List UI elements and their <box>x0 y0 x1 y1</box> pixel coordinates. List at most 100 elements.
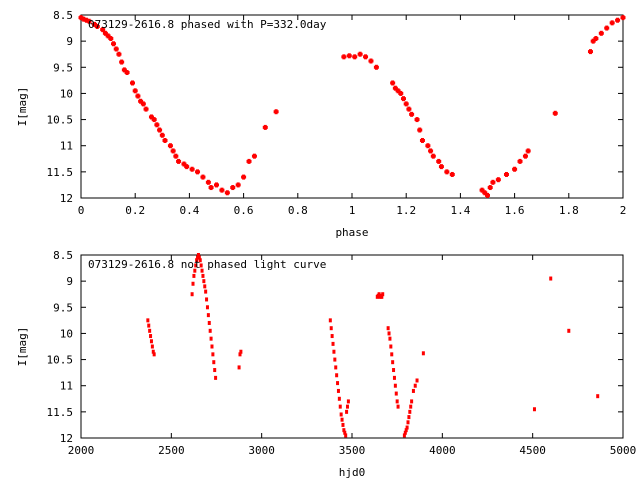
unphased-data-point <box>342 428 346 433</box>
phased-data-point <box>246 158 252 164</box>
unphased-x-tick-label: 2500 <box>158 444 185 457</box>
phased-data-point <box>83 17 89 23</box>
phased-data-point <box>200 174 206 180</box>
unphased-data-point <box>338 404 342 409</box>
unphased-data-point <box>387 331 391 336</box>
phased-x-tick-label: 1.8 <box>559 204 579 217</box>
phased-data-point <box>184 164 190 170</box>
unphased-data-point <box>150 344 154 349</box>
unphased-data-point <box>377 292 381 297</box>
phased-data-point <box>436 158 442 164</box>
unphased-data-point <box>202 279 206 284</box>
phased-data-point <box>430 153 436 159</box>
unphased-plot-frame <box>80 254 624 439</box>
phased-data-point <box>363 54 369 60</box>
phased-data-point <box>417 127 423 133</box>
phased-y-tick-label: 10.5 <box>47 114 74 127</box>
phased-data-point <box>357 51 363 57</box>
phased-data-point <box>224 190 230 196</box>
phased-data-point <box>214 182 219 188</box>
unphased-data-point <box>406 420 410 425</box>
phased-x-tick-label: 0.6 <box>234 204 254 217</box>
phased-data-point <box>230 185 236 191</box>
unphased-y-tick-label: 10 <box>60 327 73 340</box>
unphased-data-point <box>337 396 341 401</box>
unphased-data-point <box>149 334 153 339</box>
unphased-data-point <box>549 276 553 281</box>
unphased-data-points <box>146 253 600 438</box>
phased-data-point <box>162 137 168 143</box>
phased-y-tick-label: 11 <box>60 140 73 153</box>
phased-data-point <box>449 171 455 177</box>
unphased-data-point <box>345 404 349 409</box>
phased-plot-frame <box>80 14 624 199</box>
unphased-data-point <box>214 375 218 380</box>
phased-data-point <box>479 187 485 193</box>
phased-data-point <box>373 64 379 70</box>
unphased-data-point <box>203 284 207 289</box>
phased-data-point <box>438 164 444 170</box>
unphased-data-point <box>394 391 398 396</box>
phased-data-point <box>587 49 593 55</box>
unphased-data-point <box>334 365 338 370</box>
unphased-data-point <box>396 404 400 409</box>
phased-data-point <box>119 59 125 65</box>
unphased-y-axis-label: I[mag] <box>16 327 29 367</box>
phased-data-point <box>167 143 173 149</box>
phased-data-point <box>102 30 108 36</box>
unphased-data-point <box>331 341 335 346</box>
phased-data-point <box>157 127 163 133</box>
unphased-data-point <box>344 433 348 438</box>
unphased-data-point <box>409 404 413 409</box>
unphased-y-tick-label: 9.5 <box>53 301 73 314</box>
phased-data-point <box>92 21 98 27</box>
unphased-data-point <box>402 433 406 438</box>
phased-data-point <box>400 96 406 102</box>
phased-data-point <box>219 187 225 193</box>
phased-data-point <box>108 36 114 42</box>
phased-data-point <box>208 185 214 191</box>
unphased-data-point <box>386 326 390 331</box>
phased-data-point <box>482 190 488 196</box>
unphased-data-point <box>213 368 217 373</box>
phased-data-point <box>116 51 122 57</box>
unphased-data-point <box>333 357 337 362</box>
unphased-chart-panel: 2000 2500 3000 3500 4000 4500 5000 8.5 9 9.5 10 10.… <box>16 249 636 479</box>
unphased-data-point <box>393 383 397 388</box>
phased-data-point <box>205 179 211 185</box>
phased-data-point <box>176 158 182 164</box>
phased-data-point <box>414 117 420 123</box>
phased-x-tick-label: 1.2 <box>396 204 416 217</box>
phased-data-point <box>512 166 518 172</box>
phased-data-point <box>78 15 84 21</box>
unphased-x-tick-label: 3500 <box>339 444 366 457</box>
phased-x-tick-label: 0 <box>78 204 85 217</box>
phased-data-point <box>522 153 528 159</box>
unphased-x-tick-label: 2000 <box>68 444 95 457</box>
phased-y-tick-label: 9.5 <box>53 61 73 74</box>
phased-data-point <box>403 101 409 107</box>
phased-data-point <box>273 109 279 115</box>
unphased-data-point <box>146 318 150 323</box>
phased-data-point <box>495 177 501 183</box>
phased-data-point <box>341 54 347 60</box>
phased-data-point <box>132 88 138 94</box>
phased-y-tick-label: 10 <box>60 87 73 100</box>
phased-data-point <box>395 88 401 94</box>
phased-x-tick-label: 1.4 <box>450 204 470 217</box>
unphased-data-point <box>395 399 399 404</box>
phased-data-point <box>517 158 523 164</box>
unphased-data-point <box>205 297 209 302</box>
phased-data-point <box>398 90 404 96</box>
phased-data-point <box>140 101 146 107</box>
unphased-data-point <box>238 352 242 357</box>
unphased-data-point <box>210 344 214 349</box>
phased-data-points <box>78 15 626 198</box>
unphased-x-tick-label: 4000 <box>429 444 456 457</box>
unphased-y-tick-label: 10.5 <box>47 354 74 367</box>
unphased-data-point <box>413 383 417 388</box>
unphased-data-point <box>341 422 345 427</box>
phased-data-point <box>251 153 257 159</box>
unphased-y-tick-label: 11 <box>60 380 73 393</box>
unphased-data-point <box>193 268 197 273</box>
